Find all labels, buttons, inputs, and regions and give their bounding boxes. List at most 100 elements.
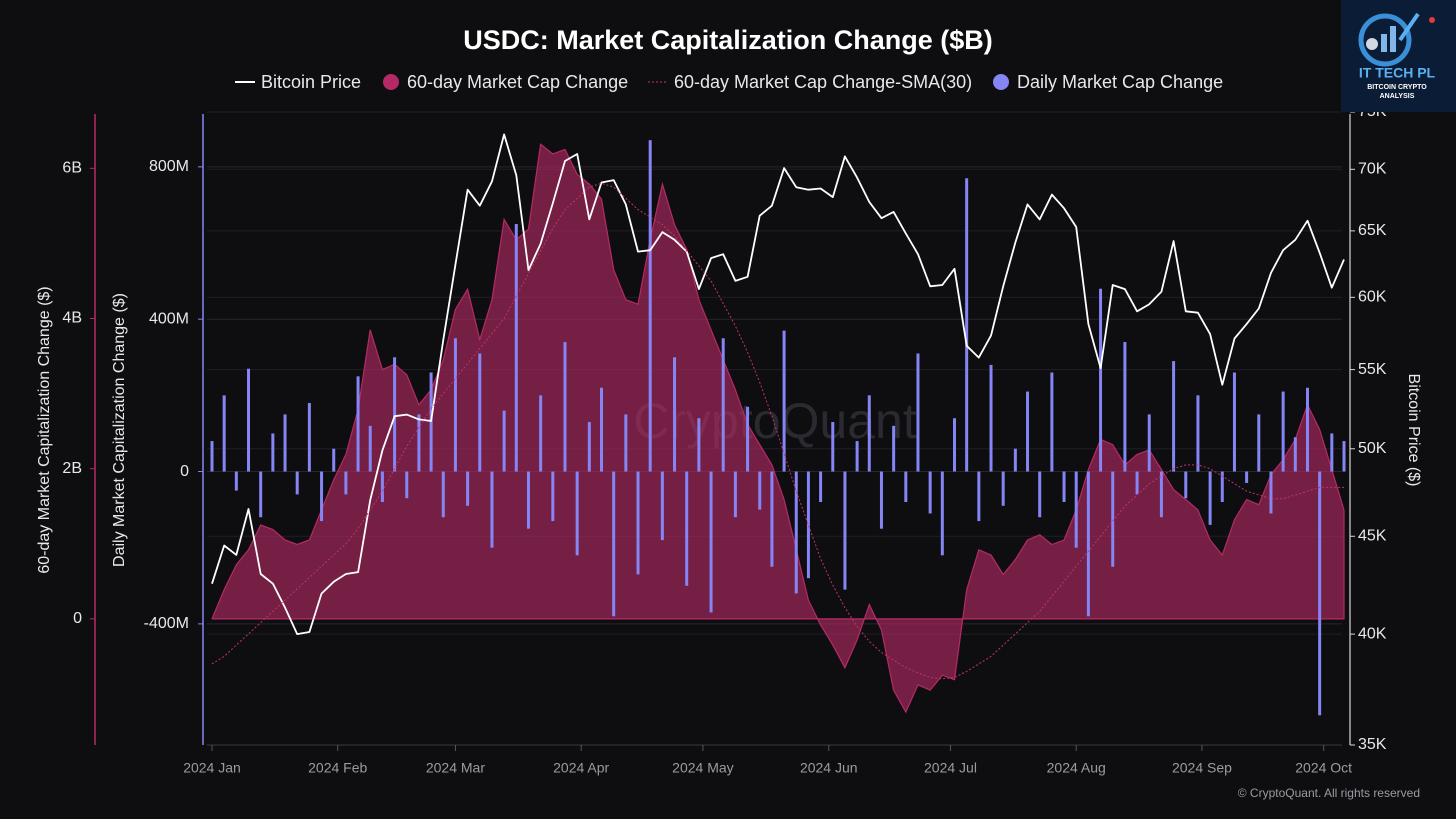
bar — [758, 471, 762, 510]
bar — [1123, 342, 1127, 472]
bar — [1159, 471, 1163, 518]
bar — [1293, 437, 1297, 472]
logo-bar — [1390, 26, 1396, 52]
bar — [1342, 441, 1346, 472]
legend-label: 60-day Market Cap Change-SMA(30) — [674, 72, 972, 92]
x-tick-label: 2024 Jun — [800, 760, 858, 776]
bar — [624, 414, 628, 472]
logo-coin — [1366, 38, 1378, 50]
bar — [526, 471, 530, 529]
bar — [1281, 391, 1285, 472]
bar — [892, 425, 896, 472]
bar — [1208, 471, 1212, 525]
bar — [685, 471, 689, 586]
y3-tick-label: 50K — [1358, 440, 1387, 457]
bar — [733, 471, 737, 518]
bar — [952, 418, 956, 472]
bar — [1050, 372, 1054, 472]
bar — [1086, 471, 1090, 617]
bar — [222, 395, 226, 472]
x-tick-label: 2024 May — [672, 760, 733, 776]
y2-axis-title: Daily Market Capitalization Change ($) — [111, 293, 128, 567]
bar — [806, 471, 810, 579]
bar — [478, 353, 482, 472]
x-tick-label: 2024 Aug — [1047, 760, 1106, 776]
bar — [989, 364, 993, 472]
bar — [1245, 471, 1249, 483]
y2-tick-label: 800M — [149, 158, 189, 175]
logo-line: BITCOIN CRYPTO — [1367, 84, 1427, 91]
bar — [210, 441, 214, 472]
bar — [1318, 471, 1322, 716]
bar — [1099, 288, 1103, 472]
bar — [453, 338, 457, 472]
bar — [904, 471, 908, 503]
bar — [441, 471, 445, 518]
x-tick-label: 2024 Jul — [924, 760, 977, 776]
bar — [502, 410, 506, 472]
bar — [782, 330, 786, 472]
legend-label: Daily Market Cap Change — [1017, 72, 1223, 92]
bar — [1111, 471, 1115, 567]
bar — [551, 471, 555, 522]
legend-label: 60-day Market Cap Change — [407, 72, 628, 92]
bar — [1026, 391, 1030, 472]
bar — [234, 471, 238, 491]
logo-title: IT TECH PL — [1359, 65, 1436, 81]
bar — [575, 471, 579, 556]
logo-ring — [1358, 13, 1412, 67]
x-tick-label: 2024 Mar — [426, 760, 485, 776]
bar — [648, 140, 652, 472]
bar — [307, 402, 311, 472]
legend-label: Bitcoin Price — [261, 72, 361, 92]
bar — [466, 471, 470, 506]
bar — [843, 471, 847, 590]
bar — [1232, 372, 1236, 472]
y-tick-label: 2B — [62, 460, 82, 477]
bar — [867, 395, 871, 472]
bar — [831, 422, 835, 472]
bar — [380, 471, 384, 503]
bar — [879, 471, 883, 529]
credit: © CryptoQuant. All rights reserved — [1238, 786, 1420, 800]
y3-tick-label: 65K — [1358, 222, 1387, 239]
chart-title: USDC: Market Capitalization Change ($B) — [463, 25, 993, 55]
bar — [1196, 395, 1200, 472]
bar — [587, 422, 591, 472]
bar — [794, 471, 798, 594]
y3-tick-label: 45K — [1358, 527, 1387, 544]
bar — [1269, 471, 1273, 514]
bar — [1330, 433, 1334, 472]
bar — [1147, 414, 1151, 472]
bar — [1184, 471, 1188, 499]
bar — [746, 406, 750, 472]
logo-bar — [1381, 34, 1387, 52]
bar — [673, 357, 677, 472]
y-tick-label: 0 — [73, 610, 82, 627]
bar — [490, 471, 494, 548]
bar — [612, 471, 616, 617]
y2-tick-label: 400M — [149, 310, 189, 327]
y3-tick-label: 70K — [1358, 161, 1387, 178]
bar — [916, 353, 920, 472]
bar — [429, 372, 433, 472]
bar — [940, 471, 944, 556]
bar — [977, 471, 981, 522]
y-axis-title: 60-day Market Capitalization Change ($) — [36, 286, 53, 573]
bar — [1220, 471, 1224, 503]
bar — [1038, 471, 1042, 518]
line — [211, 182, 1344, 680]
x-tick-label: 2024 Feb — [308, 760, 367, 776]
y3-tick-label: 55K — [1358, 361, 1387, 378]
bar — [660, 471, 664, 541]
legend-swatch — [993, 74, 1009, 90]
bar — [1001, 471, 1005, 506]
bar — [1172, 361, 1176, 472]
legend-swatch — [383, 74, 399, 90]
y3-tick-label: 35K — [1358, 736, 1387, 753]
x-tick-label: 2024 Apr — [553, 760, 609, 776]
bar — [928, 471, 932, 514]
bar — [600, 387, 604, 472]
bar — [563, 342, 567, 472]
